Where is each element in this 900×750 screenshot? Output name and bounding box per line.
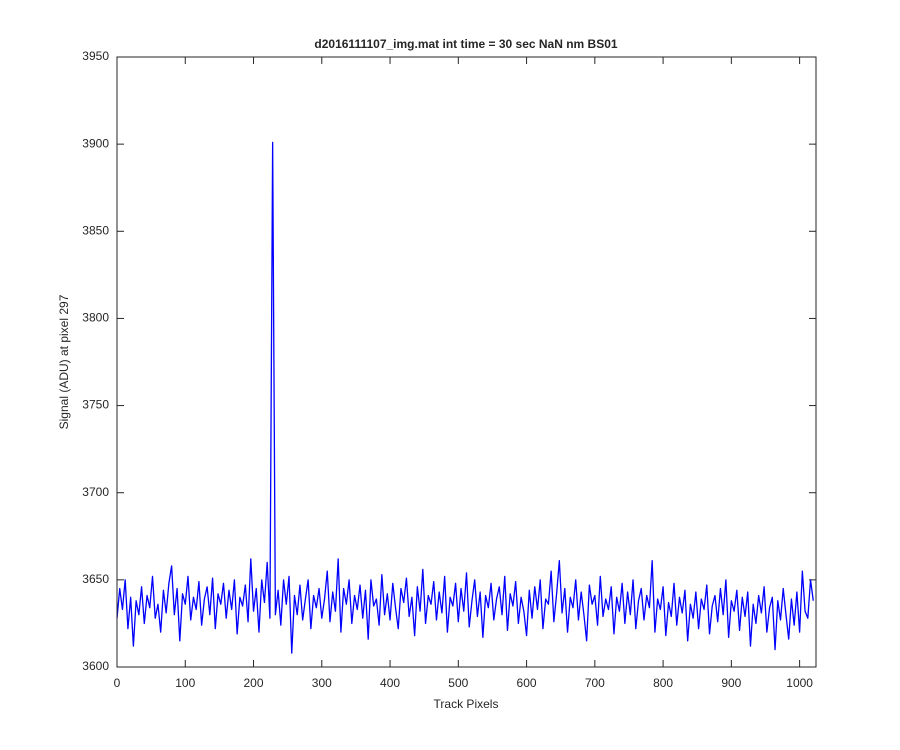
y-tick-label: 3900 xyxy=(82,136,109,150)
chart-title: d2016111107_img.mat int time = 30 sec Na… xyxy=(314,37,617,51)
x-axis-label: Track Pixels xyxy=(434,697,499,711)
y-axis-label: Signal (ADU) at pixel 297 xyxy=(57,294,71,429)
x-tick-label: 300 xyxy=(312,676,332,690)
x-tick-label: 900 xyxy=(721,676,741,690)
x-tick-label: 200 xyxy=(244,676,264,690)
y-tick-label: 3800 xyxy=(82,311,109,325)
y-tick-label: 3650 xyxy=(82,572,109,586)
y-tick-label: 3950 xyxy=(82,49,109,63)
x-tick-label: 500 xyxy=(448,676,468,690)
x-tick-label: 100 xyxy=(175,676,195,690)
x-tick-label: 800 xyxy=(653,676,673,690)
y-tick-label: 3600 xyxy=(82,659,109,673)
x-tick-label: 1000 xyxy=(786,676,813,690)
plot-frame xyxy=(116,56,817,668)
x-tick-label: 600 xyxy=(517,676,537,690)
x-tick-label: 700 xyxy=(585,676,605,690)
y-tick-label: 3700 xyxy=(82,485,109,499)
y-tick-label: 3750 xyxy=(82,398,109,412)
x-tick-label: 0 xyxy=(114,676,121,690)
data-line xyxy=(116,141,814,654)
y-tick-label: 3850 xyxy=(82,223,109,237)
x-tick-label: 400 xyxy=(380,676,400,690)
